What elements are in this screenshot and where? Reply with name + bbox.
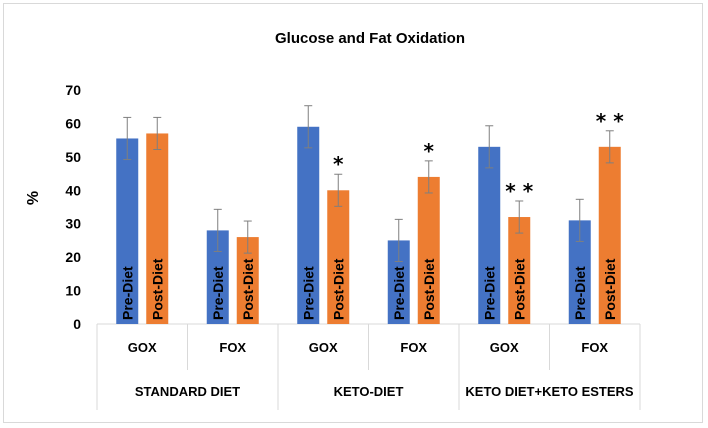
bar bbox=[327, 190, 350, 324]
y-tick-label: 60 bbox=[65, 115, 81, 131]
bar-data-label: Post-Diet bbox=[149, 258, 165, 320]
subcategory-label: FOX bbox=[400, 340, 427, 355]
bar-data-label: Pre-Diet bbox=[481, 266, 497, 320]
significance-marker: * bbox=[333, 152, 344, 176]
bar bbox=[236, 237, 259, 324]
bar bbox=[568, 220, 591, 324]
bar bbox=[116, 138, 139, 324]
significance-marker: * * bbox=[505, 179, 533, 203]
bar bbox=[508, 217, 531, 324]
bar-data-label: Post-Diet bbox=[602, 258, 618, 320]
y-tick-label: 20 bbox=[65, 249, 81, 265]
significance-marker: * * bbox=[596, 109, 624, 133]
y-tick-label: 50 bbox=[65, 149, 81, 165]
bar-data-label: Pre-Diet bbox=[300, 266, 316, 320]
group-label: KETO DIET+KETO ESTERS bbox=[465, 384, 634, 399]
bar bbox=[146, 133, 169, 324]
bar bbox=[206, 230, 229, 324]
bar-data-label: Pre-Diet bbox=[119, 266, 135, 320]
bar-data-label: Pre-Diet bbox=[210, 266, 226, 320]
bar-data-label: Post-Diet bbox=[330, 258, 346, 320]
y-tick-label: 10 bbox=[65, 283, 81, 299]
subcategory-label: FOX bbox=[219, 340, 246, 355]
group-label: KETO-DIET bbox=[334, 384, 404, 399]
group-label: STANDARD DIET bbox=[135, 384, 240, 399]
bar-data-label: Pre-Diet bbox=[391, 266, 407, 320]
y-axis-label: % bbox=[25, 191, 42, 205]
bar bbox=[598, 146, 621, 324]
bar-data-label: Post-Diet bbox=[240, 258, 256, 320]
y-tick-label: 70 bbox=[65, 82, 81, 98]
y-tick-label: 0 bbox=[73, 316, 81, 332]
y-tick-label: 30 bbox=[65, 216, 81, 232]
bar bbox=[297, 126, 320, 325]
bar bbox=[478, 146, 501, 324]
bar bbox=[417, 176, 440, 324]
y-tick-label: 40 bbox=[65, 182, 81, 198]
bar bbox=[387, 240, 410, 324]
subcategory-label: GOX bbox=[309, 340, 338, 355]
significance-marker: * bbox=[424, 139, 435, 163]
subcategory-label: GOX bbox=[128, 340, 157, 355]
bar-data-label: Post-Diet bbox=[421, 258, 437, 320]
bar-data-label: Pre-Diet bbox=[572, 266, 588, 320]
bar-data-label: Post-Diet bbox=[511, 258, 527, 320]
subcategory-label: GOX bbox=[490, 340, 519, 355]
subcategory-label: FOX bbox=[581, 340, 608, 355]
chart-title: Glucose and Fat Oxidation bbox=[274, 30, 466, 47]
